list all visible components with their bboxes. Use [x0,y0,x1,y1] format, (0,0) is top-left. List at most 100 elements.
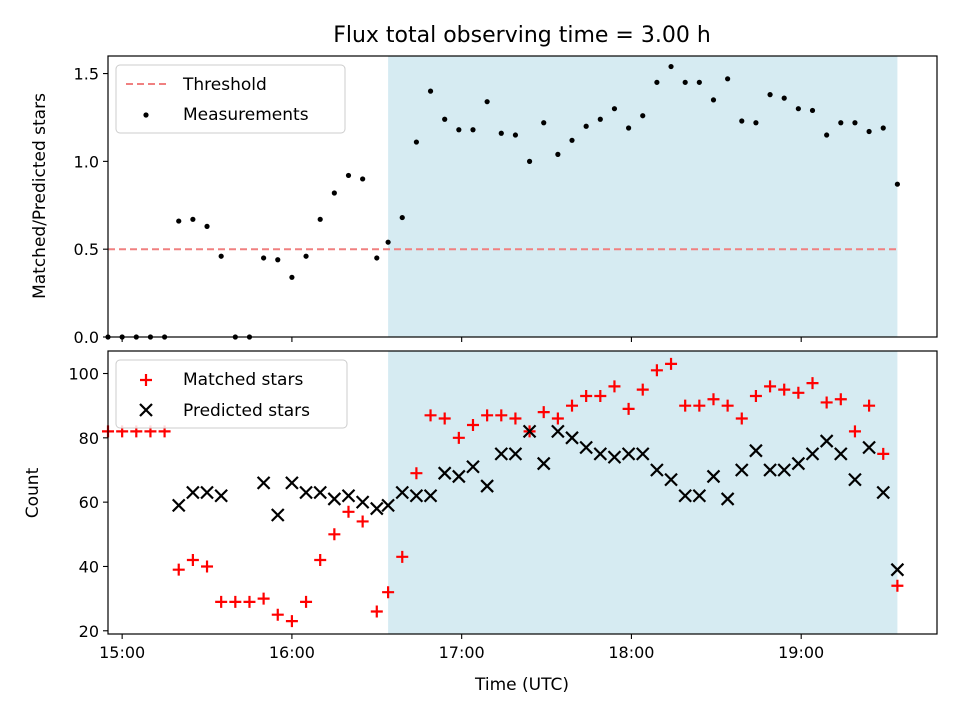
matched-stars-point [257,592,270,605]
legend-measurements-label: Measurements [183,105,309,125]
predicted-stars-point [370,501,384,516]
measurements-point [204,223,210,229]
predicted-stars-point [650,463,664,477]
count-legend: Matched stars Predicted stars [115,359,348,429]
matched-stars-point [622,402,635,415]
legend-matched-label: Matched stars [183,370,303,390]
ratio-panel-frame [107,55,938,338]
measurements-point [176,218,182,224]
matched-stars-point [566,399,579,412]
measurements-point [541,120,547,126]
y-tick-label: 40 [79,557,99,576]
predicted-stars-point [355,495,370,509]
measurements-point [289,274,295,280]
measurements-point [385,239,391,245]
count-legend-box [115,359,348,429]
matched-stars-point [877,447,890,460]
matched-stars-point [749,390,762,403]
measurements-point [456,127,462,133]
y-tick-label: 20 [79,622,99,641]
matched-stars-point [537,406,550,419]
predicted-stars-point [834,447,848,461]
matched-stars-point [764,380,777,393]
predicted-stars-point [508,447,523,461]
measurements-point [739,118,745,124]
matched-stars-point [201,560,214,573]
x-tick-label: 16:00 [269,643,315,662]
predicted-stars-point [381,498,395,513]
predicted-stars-point [593,447,608,461]
count-y-axis-label: Count [23,467,43,518]
y-tick-label: 100 [68,365,99,384]
predicted-stars-point [214,488,228,503]
matched-stars-point [863,399,876,412]
predicted-stars-point [777,463,791,477]
matched-stars-point [300,595,313,608]
matched-stars-point [551,412,564,425]
matched-stars-point [778,383,791,396]
measurements-point [597,116,603,122]
matched-stars-point [424,409,437,422]
measurements-point [399,214,405,221]
matched-stars-point [707,393,720,406]
measurements-point [880,125,886,131]
matched-stars-point [396,550,409,563]
predicted-stars-point [536,456,551,471]
predicted-stars-point [876,485,891,500]
predicted-stars-point [452,469,466,484]
measurements-point [331,190,337,196]
predicted-stars-point [848,472,862,487]
predicted-stars-point [706,469,721,484]
measurements-point [526,158,533,164]
ratio-legend-box [115,64,346,134]
matched-stars-point [382,586,395,599]
measurements-point [374,255,380,261]
measurements-point [413,139,419,145]
predicted-stars-point [862,440,876,455]
measurements-point [218,253,224,259]
measurements-point [668,63,674,70]
y-tick-label: 1.5 [74,65,99,84]
measurements-point [498,130,504,136]
measurements-point [555,151,561,157]
matched-stars-point [285,615,298,628]
matched-stars-point [834,393,847,406]
x-tick-label: 19:00 [778,643,824,662]
matched-stars-point [594,390,607,403]
y-tick-label: 1.0 [74,152,99,171]
matched-stars-point [356,515,369,528]
matched-stars-point [891,579,904,592]
matched-stars-point [848,425,861,438]
measurements-point [427,88,434,94]
legend-threshold-label: Threshold [182,75,267,95]
predicted-stars-point [423,488,438,503]
measurements-point [470,127,476,133]
predicted-stars-point [437,466,452,480]
measurements-point [824,132,830,138]
top-observing-window [388,56,898,337]
matched-stars-point [806,377,819,390]
predicted-stars-point [734,463,749,477]
matched-stars-point [186,554,199,567]
matched-stars-point [735,412,748,425]
measurements-point [317,216,323,222]
measurements-point [442,116,448,122]
measurements-point [626,125,632,131]
predicted-stars-point [522,424,537,439]
matched-stars-point [820,396,833,409]
measurements-point [767,92,773,98]
measurements-point [261,255,267,261]
matched-stars-point [580,390,593,403]
y-tick-label: 80 [79,429,99,448]
measurements-point [583,123,589,129]
measurements-point [345,172,352,179]
matched-stars-point [215,595,228,608]
matched-stars-point [693,399,706,412]
predicted-stars-point [791,456,806,471]
measurements-point [190,216,196,222]
predicted-stars-point [480,479,494,493]
predicted-stars-point [270,508,285,522]
predicted-stars-point [186,485,200,500]
matched-stars-point [650,364,663,377]
count-panel: 15:00 16:00 17:00 18:00 19:00 20 40 60 80 100 Co… [23,350,938,695]
